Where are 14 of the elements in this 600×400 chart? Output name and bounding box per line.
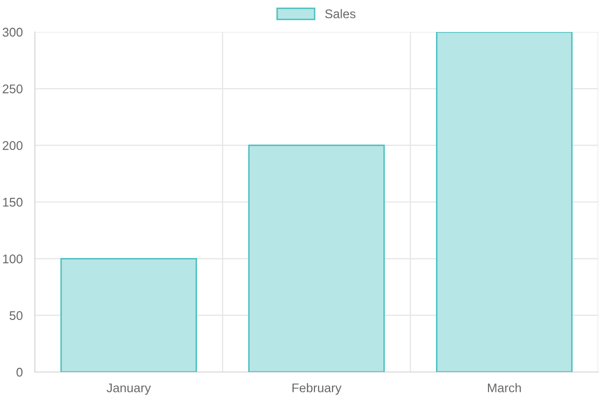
- y-tick-label: 150: [3, 198, 23, 207]
- bar: [248, 144, 385, 372]
- bar: [60, 258, 198, 372]
- x-tick-label: January: [106, 384, 151, 395]
- x-tick-label: February: [292, 383, 342, 395]
- y-tick-label: 300: [2, 28, 23, 37]
- y-tick-label: 250: [2, 84, 23, 94]
- y-tick-label: 200: [2, 141, 23, 150]
- legend-label: Sales: [325, 9, 356, 18]
- x-tick-label: March: [488, 383, 521, 392]
- y-tick-label: 50: [10, 311, 23, 320]
- y-tick-label: 100: [3, 254, 23, 264]
- bar: [436, 32, 573, 372]
- y-tick-label: 0: [16, 368, 23, 377]
